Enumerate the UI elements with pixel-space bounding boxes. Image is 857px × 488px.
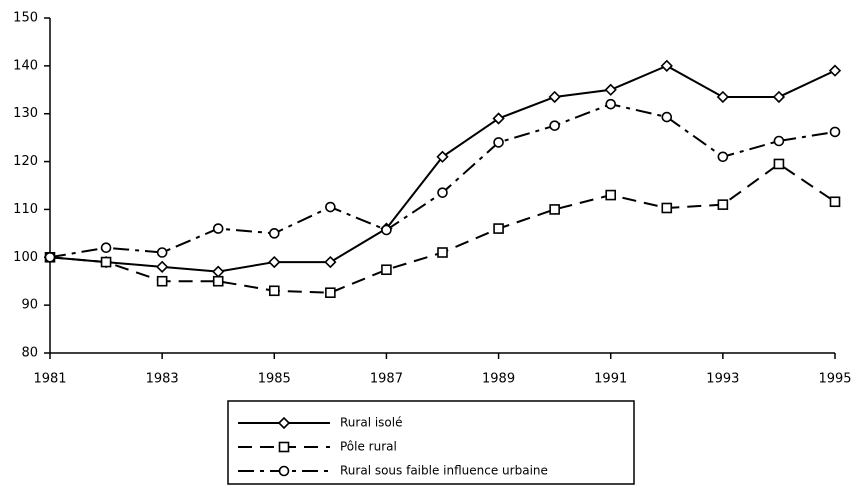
- x-tick-label: 1987: [370, 372, 403, 387]
- y-tick-label: 120: [13, 154, 38, 169]
- marker: [268, 228, 280, 239]
- series-line: [49, 162, 836, 294]
- marker: [661, 202, 673, 214]
- marker: [660, 59, 673, 72]
- legend-label: Rural isolé: [340, 416, 402, 430]
- marker: [773, 135, 785, 147]
- y-tick-label: 80: [21, 346, 38, 361]
- marker: [717, 199, 729, 210]
- marker: [829, 196, 841, 208]
- marker: [661, 111, 673, 123]
- y-tick-label: 130: [13, 106, 38, 121]
- y-tick-label: 140: [13, 58, 38, 73]
- x-tick-label: 1985: [258, 372, 291, 387]
- marker: [549, 120, 560, 131]
- marker: [436, 150, 449, 163]
- marker: [716, 90, 729, 104]
- marker: [212, 275, 224, 287]
- marker: [44, 251, 56, 263]
- marker: [493, 137, 504, 148]
- marker: [156, 275, 168, 287]
- marker: [278, 441, 290, 453]
- legend-label: Pôle rural: [340, 440, 397, 454]
- x-tick-label: 1993: [706, 372, 739, 387]
- marker: [268, 285, 280, 297]
- marker: [100, 242, 112, 254]
- legend: Rural isolé Pôle rural Rural sous faible i…: [227, 400, 635, 485]
- marker: [492, 112, 505, 125]
- legend-label: Rural sous faible influence urbaine: [340, 464, 548, 478]
- marker: [717, 151, 729, 163]
- x-tick-label: 1991: [594, 372, 627, 387]
- marker: [829, 126, 841, 138]
- marker: [212, 265, 225, 278]
- marker: [277, 416, 291, 430]
- marker: [325, 287, 336, 299]
- marker: [156, 260, 169, 273]
- marker: [325, 201, 336, 213]
- marker: [773, 158, 785, 170]
- marker: [549, 204, 560, 215]
- marker: [212, 223, 224, 234]
- x-tick-label: 1989: [482, 372, 515, 387]
- marker: [324, 255, 337, 269]
- marker: [772, 90, 786, 104]
- marker: [381, 264, 392, 276]
- marker: [604, 83, 617, 96]
- x-tick-label: 1983: [146, 372, 179, 387]
- x-tick-label: 1981: [33, 372, 66, 387]
- y-tick-label: 100: [13, 250, 38, 265]
- series-line: [49, 103, 836, 259]
- marker: [493, 223, 504, 234]
- marker: [548, 90, 561, 104]
- marker: [278, 465, 290, 477]
- marker: [605, 98, 617, 110]
- marker: [605, 189, 617, 201]
- y-tick-label: 150: [13, 11, 38, 26]
- y-tick-label: 110: [13, 202, 38, 217]
- marker: [437, 187, 448, 198]
- marker: [100, 256, 112, 268]
- x-tick-label: 1995: [818, 372, 851, 387]
- marker: [828, 64, 842, 77]
- marker: [268, 255, 281, 269]
- marker: [437, 247, 448, 258]
- y-tick-label: 90: [21, 298, 38, 313]
- marker: [381, 224, 392, 236]
- marker: [156, 247, 168, 258]
